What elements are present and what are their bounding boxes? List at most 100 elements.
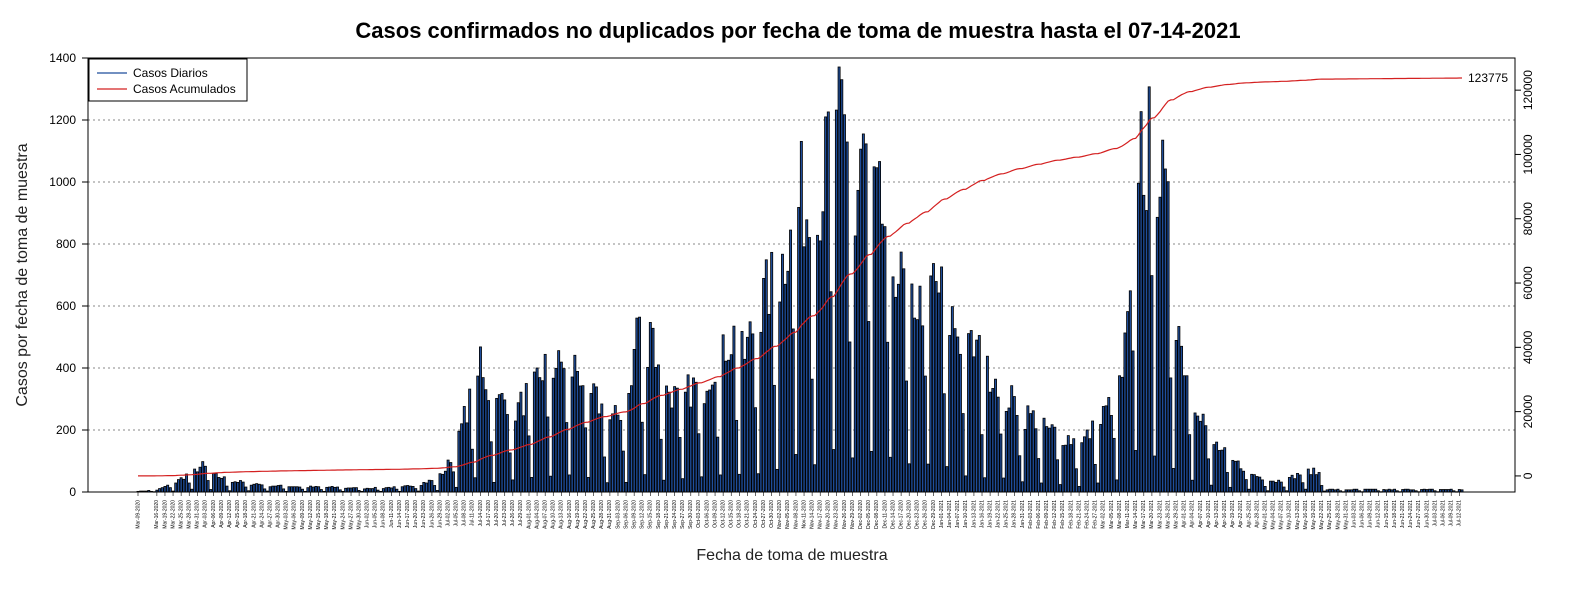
- x-tick-label: Jun-23-2020: [421, 500, 427, 528]
- x-tick-label: Jan-01-2021: [939, 500, 945, 528]
- bar: [160, 487, 164, 493]
- x-tick-label: Aug-01-2020: [526, 500, 532, 529]
- bar: [479, 346, 482, 493]
- bar: [1050, 424, 1054, 493]
- bar: [646, 366, 650, 493]
- bar: [656, 364, 660, 493]
- bar: [921, 325, 925, 493]
- x-tick-label: Sep-12-2020: [640, 500, 646, 529]
- bar: [813, 464, 817, 493]
- x-tick-label: Feb-03-2021: [1028, 500, 1034, 529]
- bar: [309, 485, 313, 493]
- x-tick-label: Oct-21-2020: [745, 500, 751, 528]
- plot-frame: [87, 57, 1516, 493]
- bar: [373, 486, 377, 493]
- bar: [1155, 216, 1159, 493]
- y2-tick-label: 60000: [1521, 266, 1535, 300]
- bar: [236, 481, 240, 493]
- bar: [864, 143, 868, 493]
- bar: [330, 486, 334, 493]
- x-tick-label: Mar-09-2020: [135, 500, 141, 529]
- bar: [810, 378, 814, 493]
- bar: [311, 486, 315, 493]
- bar: [1018, 455, 1022, 493]
- bar: [975, 339, 979, 493]
- x-tick-label: Jun-02-2020: [365, 500, 371, 528]
- bar: [406, 485, 410, 493]
- bar: [996, 396, 1000, 493]
- bar: [859, 148, 863, 493]
- bar: [1306, 468, 1310, 493]
- bar: [217, 477, 221, 493]
- x-tick-label: Aug-07-2020: [543, 500, 549, 529]
- bar: [239, 480, 242, 493]
- bar: [535, 367, 539, 493]
- bar: [1166, 181, 1170, 493]
- x-tick-label: Apr-19-2021: [1230, 500, 1236, 528]
- bar: [923, 375, 927, 493]
- bar: [1231, 459, 1235, 493]
- bar: [1225, 472, 1229, 493]
- bar: [1034, 428, 1038, 493]
- bar: [1279, 481, 1283, 493]
- bar: [327, 486, 331, 493]
- bar: [1056, 459, 1059, 493]
- x-tick-label: Feb-15-2021: [1060, 500, 1066, 529]
- x-tick-label: Mar-31-2020: [195, 500, 201, 529]
- bar: [945, 466, 949, 493]
- x-tick-label: Nov-29-2020: [850, 500, 856, 529]
- x-tick-label: Jan-10-2021: [963, 500, 969, 528]
- bar: [665, 385, 668, 493]
- x-tick-label: Aug-28-2020: [599, 500, 605, 529]
- x-tick-label: Feb-18-2021: [1068, 500, 1074, 529]
- x-tick-label: Nov-02-2020: [777, 500, 783, 529]
- bar: [1250, 473, 1254, 493]
- bar: [875, 167, 879, 493]
- bar: [953, 328, 957, 493]
- x-tick-label: May-13-2021: [1295, 500, 1301, 530]
- bar: [174, 482, 178, 493]
- x-tick-label: May-22-2021: [1319, 500, 1325, 530]
- bar: [241, 481, 245, 493]
- x-tick-label: Jul-09-2021: [1449, 500, 1455, 527]
- y2-tick-label: 80000: [1521, 202, 1535, 236]
- x-tick-label: Jun-03-2021: [1351, 500, 1357, 528]
- bar: [473, 477, 477, 493]
- bar: [848, 341, 852, 493]
- bar: [794, 454, 798, 493]
- bar: [964, 475, 968, 493]
- x-tick-label: Aug-10-2020: [551, 500, 557, 529]
- x-tick-label: Feb-09-2021: [1044, 500, 1050, 529]
- bar: [616, 414, 620, 493]
- bar: [791, 328, 795, 493]
- bar: [786, 270, 790, 493]
- bar: [980, 434, 984, 493]
- y-axis-left: 0 200 400 600 800 1000 1200 1400: [49, 51, 88, 499]
- bar: [737, 473, 741, 493]
- x-tick-label: Jan-31-2021: [1020, 500, 1026, 528]
- y-tick-label: 1000: [49, 175, 76, 189]
- bar: [487, 400, 490, 493]
- bar: [336, 486, 339, 493]
- bar: [503, 399, 507, 493]
- bar: [514, 420, 517, 493]
- bar: [257, 483, 261, 493]
- bar: [1126, 311, 1130, 493]
- bar: [557, 350, 561, 493]
- bar: [1074, 468, 1078, 493]
- bar: [802, 246, 806, 493]
- bar: [422, 481, 426, 493]
- bar: [940, 266, 944, 493]
- bar: [279, 484, 283, 493]
- x-tick-label: Jun-27-2021: [1416, 500, 1422, 528]
- bar: [950, 306, 954, 493]
- legend: Casos Diarios Casos Acumulados: [88, 58, 248, 102]
- bar: [1091, 420, 1095, 493]
- y2-tick-label: 120000: [1521, 70, 1535, 110]
- bar: [349, 487, 353, 493]
- bar: [648, 322, 652, 493]
- bar: [1058, 484, 1062, 493]
- bar: [597, 413, 601, 493]
- bar: [1007, 407, 1011, 493]
- x-tick-label: Sep-21-2020: [664, 500, 670, 529]
